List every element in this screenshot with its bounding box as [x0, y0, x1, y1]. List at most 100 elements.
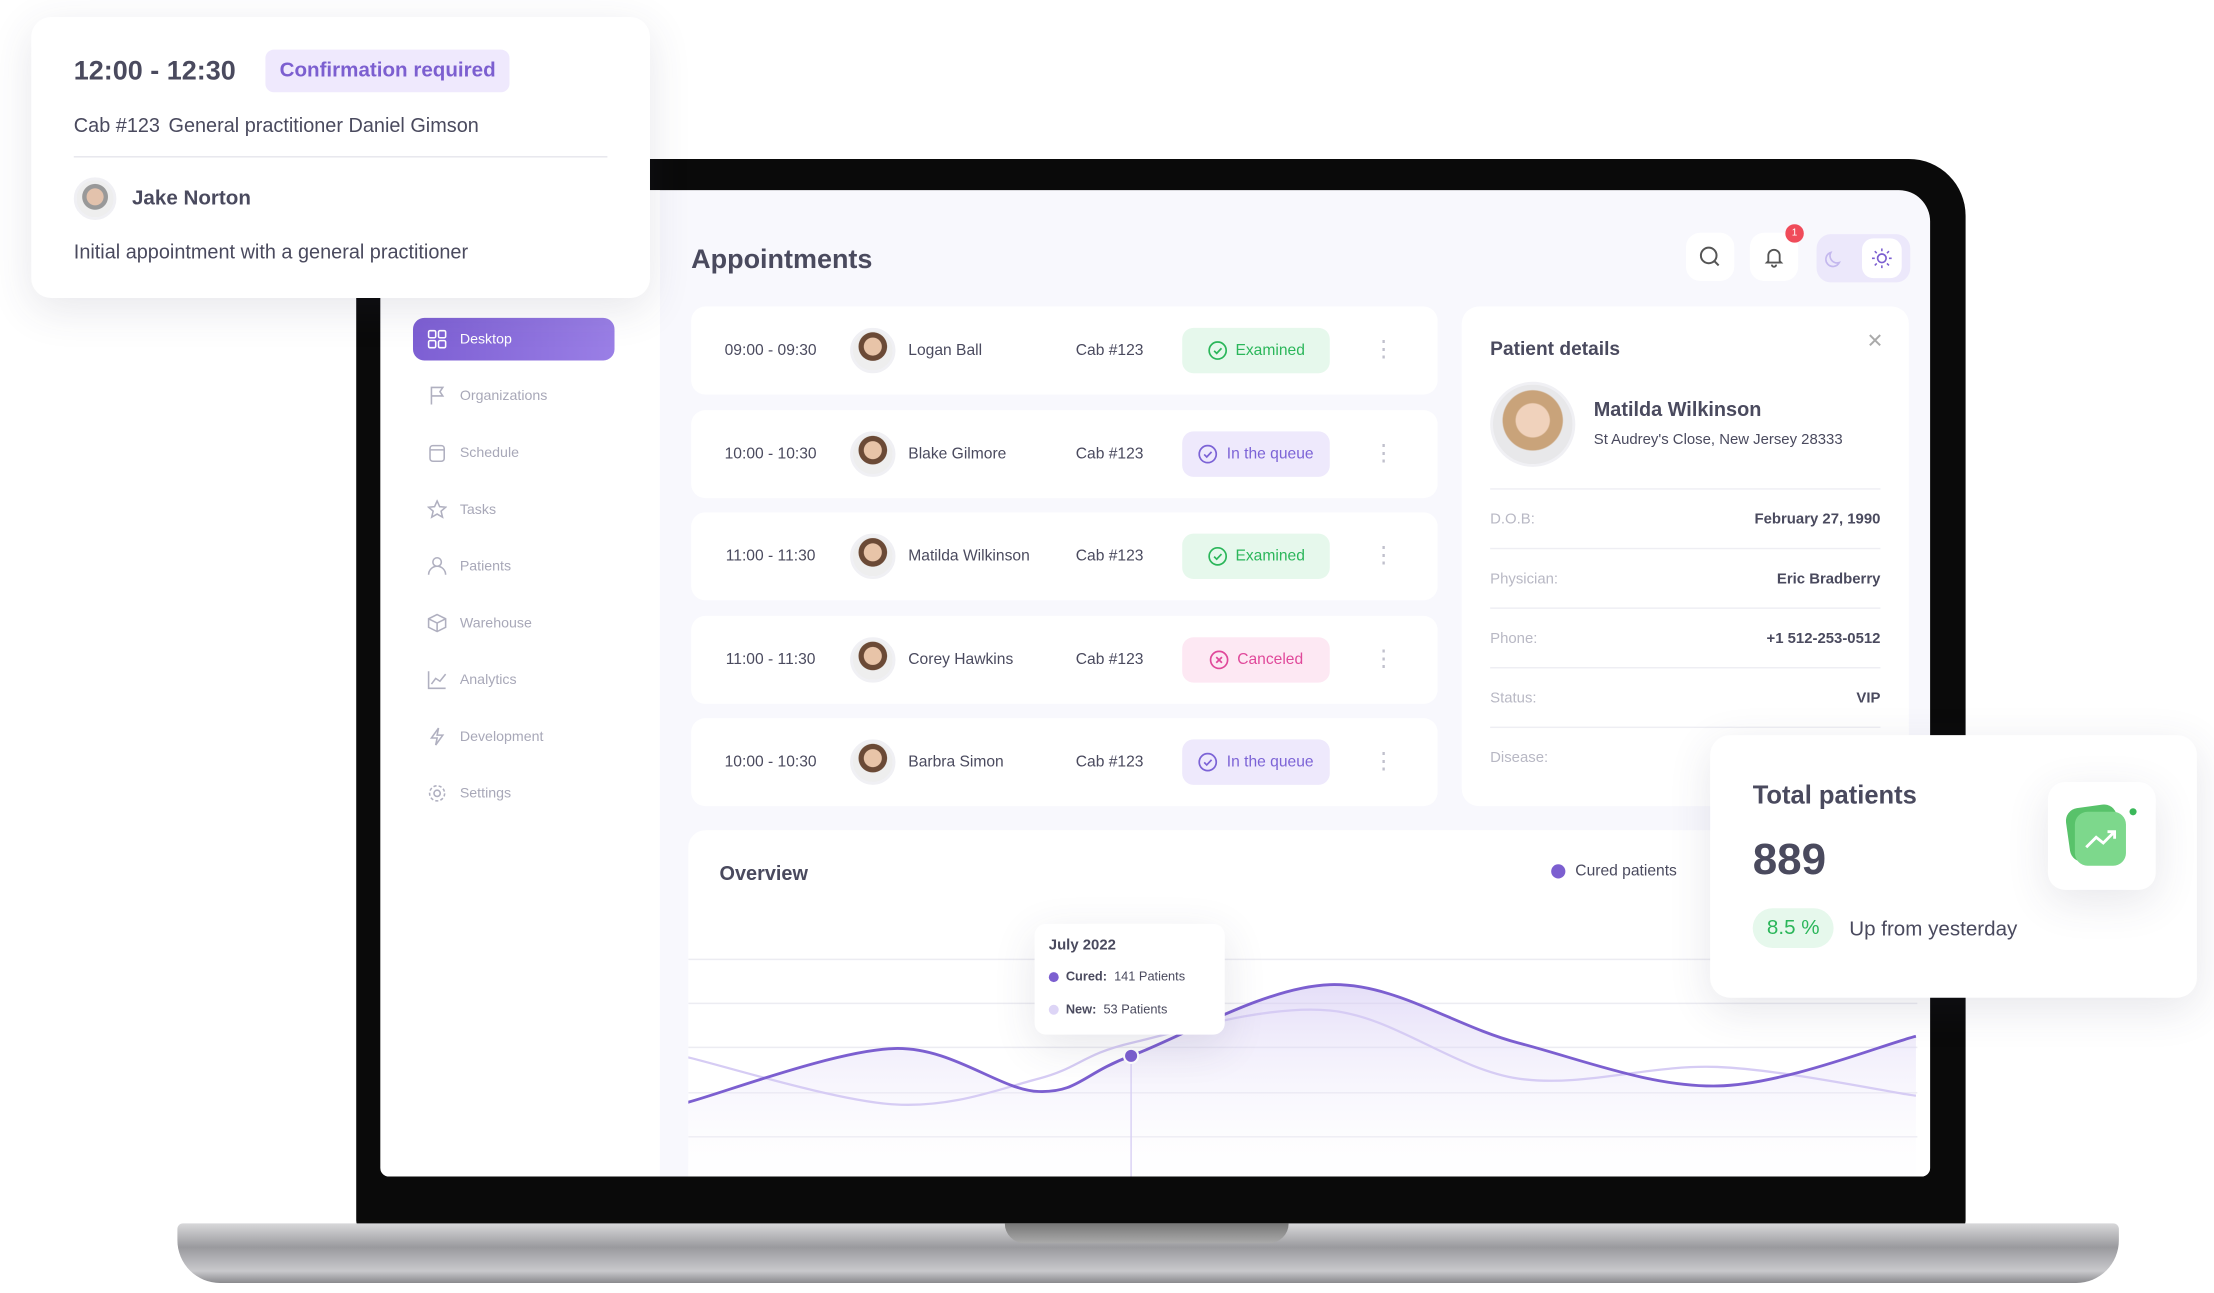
- appointment-popup: 12:00 - 12:30 Confirmation required Cab …: [31, 17, 650, 299]
- search-button[interactable]: [1686, 232, 1735, 282]
- trend-icon-box: [2047, 781, 2156, 890]
- user-icon: [427, 556, 447, 575]
- detail-label: D.O.B:: [1490, 510, 1535, 528]
- sidebar-item-settings[interactable]: Settings: [413, 772, 615, 815]
- status-label: Examined: [1235, 342, 1305, 360]
- appointment-time: 11:00 - 11:30: [725, 650, 816, 668]
- patient-avatar: [850, 430, 896, 477]
- check-circle-icon: [1207, 341, 1227, 360]
- total-patients-card: Total patients 889 8.5 % Up from yesterd…: [1710, 735, 2197, 998]
- sidebar-item-label: Desktop: [459, 331, 512, 347]
- detail-row: Physician: Eric Bradberry: [1490, 547, 1881, 608]
- legend-label: Cured patients: [1575, 862, 1677, 880]
- bolt-icon: [429, 727, 445, 746]
- chart-legend: Cured patients: [1551, 863, 1677, 880]
- x-circle-icon: [1209, 649, 1229, 669]
- patient-name[interactable]: Matilda Wilkinson: [908, 547, 1030, 565]
- overview-title: Overview: [719, 861, 808, 885]
- patient-name[interactable]: Barbra Simon: [908, 753, 1004, 771]
- more-options-icon[interactable]: ⋮: [1372, 337, 1396, 362]
- detail-label: Physician:: [1490, 569, 1559, 587]
- patient-avatar: [850, 327, 896, 374]
- detail-row: Disease:: [1490, 726, 1881, 787]
- detail-label: Disease:: [1490, 748, 1549, 766]
- check-circle-icon: [1198, 444, 1218, 463]
- detail-label: Status:: [1490, 689, 1537, 707]
- sidebar-item-development[interactable]: Development: [413, 715, 615, 758]
- patient-avatar: [850, 533, 896, 580]
- status-badge: In the queue: [1182, 739, 1330, 785]
- more-options-icon[interactable]: ⋮: [1372, 543, 1396, 568]
- total-patients-title: Total patients: [1752, 780, 1917, 809]
- appointment-row[interactable]: 09:00 - 09:30 Logan Ball Cab #123 Examin…: [691, 306, 1438, 395]
- bell-icon: [1764, 248, 1784, 268]
- popup-time: 12:00 - 12:30: [73, 56, 236, 87]
- laptop-notch: [1004, 1223, 1289, 1244]
- appointment-row[interactable]: 10:00 - 10:30 Blake Gilmore Cab #123 In …: [691, 409, 1438, 498]
- sidebar-item-label: Tasks: [459, 501, 497, 518]
- sidebar-item-desktop[interactable]: Desktop: [412, 317, 615, 361]
- sidebar-item-label: Schedule: [459, 444, 520, 461]
- sidebar-item-label: Warehouse: [459, 615, 532, 631]
- trending-up-icon: [2065, 804, 2137, 866]
- detail-value: +1 512-253-0512: [1766, 629, 1881, 647]
- sidebar-item-patients[interactable]: Patients: [413, 545, 615, 588]
- sidebar-item-organizations[interactable]: Organizations: [413, 375, 615, 418]
- appointment-row[interactable]: 11:00 - 11:30 Corey Hawkins Cab #123 Can…: [691, 615, 1438, 704]
- total-patients-value: 889: [1752, 834, 1827, 885]
- more-options-icon[interactable]: ⋮: [1372, 749, 1396, 774]
- patient-name[interactable]: Corey Hawkins: [908, 650, 1014, 668]
- patient-name: Matilda Wilkinson: [1593, 397, 1762, 421]
- notification-badge: 1: [1785, 224, 1804, 243]
- search-icon: [1699, 246, 1720, 267]
- status-label: In the queue: [1226, 753, 1314, 771]
- tooltip-title: July 2022: [1048, 936, 1116, 954]
- patient-details-card: Patient details ✕ Matilda Wilkinson St A…: [1461, 306, 1909, 807]
- status-badge: In the queue: [1182, 430, 1330, 477]
- sidebar: Desktop Organizations Schedule Tasks Patient…: [380, 190, 660, 1177]
- sidebar-item-schedule[interactable]: Schedule: [413, 431, 615, 474]
- detail-row: Status: VIP: [1490, 667, 1881, 727]
- appointment-row[interactable]: 10:00 - 10:30 Barbra Simon Cab #123 In t…: [691, 718, 1438, 807]
- cab-number: Cab #123: [1075, 547, 1144, 565]
- appointment-row[interactable]: 11:00 - 11:30 Matilda Wilkinson Cab #123…: [691, 512, 1438, 601]
- chart-icon: [427, 671, 447, 690]
- grid-icon: [427, 329, 447, 349]
- notifications-button[interactable]: 1: [1749, 224, 1804, 282]
- sun-button[interactable]: [1861, 238, 1902, 279]
- status-label: Examined: [1235, 547, 1305, 565]
- more-options-icon[interactable]: ⋮: [1372, 646, 1396, 671]
- sidebar-item-warehouse[interactable]: Warehouse: [413, 602, 615, 645]
- patient-name[interactable]: Logan Ball: [908, 342, 983, 360]
- cured-patients-line: [688, 983, 1917, 1104]
- detail-value: February 27, 1990: [1754, 510, 1881, 528]
- cured-area: [688, 984, 1916, 1177]
- close-icon[interactable]: ✕: [1866, 329, 1884, 352]
- detail-label: Phone:: [1490, 629, 1538, 647]
- moon-icon[interactable]: [1825, 248, 1845, 268]
- jake-avatar: [73, 177, 117, 220]
- patient-avatar: [850, 739, 896, 785]
- more-options-icon[interactable]: ⋮: [1372, 440, 1396, 465]
- status-badge: Canceled: [1182, 636, 1330, 682]
- patient-details-title: Patient details: [1490, 337, 1621, 360]
- cab-number: Cab #123: [1075, 650, 1144, 668]
- sidebar-item-analytics[interactable]: Analytics: [413, 659, 615, 702]
- sidebar-item-label: Analytics: [459, 671, 517, 688]
- sidebar-item-tasks[interactable]: Tasks: [413, 488, 615, 531]
- patient-avatar: [850, 636, 896, 682]
- page-title: Appointments: [691, 245, 873, 276]
- appointment-time: 10:00 - 10:30: [724, 753, 817, 771]
- status-badge: Examined: [1182, 327, 1330, 374]
- patient-avatar: [1490, 381, 1576, 467]
- theme-toggle[interactable]: [1816, 234, 1911, 283]
- popup-details: Cab #123 General practitioner Daniel Gims…: [74, 114, 479, 137]
- cured-data-point[interactable]: [1122, 1047, 1140, 1065]
- patient-name[interactable]: Blake Gilmore: [908, 444, 1007, 462]
- check-circle-icon: [1207, 546, 1227, 566]
- cab-number: Cab #123: [1075, 753, 1144, 771]
- flag-icon: [430, 386, 445, 405]
- tooltip-cured-label: Cured:: [1065, 969, 1107, 984]
- legend-swatch: [1551, 864, 1566, 879]
- star-icon: [427, 499, 448, 519]
